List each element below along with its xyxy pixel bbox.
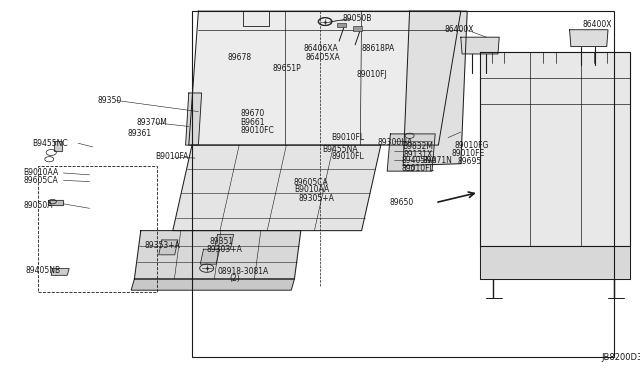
Text: 89605CA: 89605CA xyxy=(23,176,58,185)
Text: 89605CA: 89605CA xyxy=(294,178,328,187)
Text: 86406XA: 86406XA xyxy=(304,44,339,53)
Polygon shape xyxy=(189,11,461,145)
Text: 89010FC: 89010FC xyxy=(241,126,275,135)
Text: 89303+A: 89303+A xyxy=(206,245,242,254)
Text: 89010FJ: 89010FJ xyxy=(356,70,387,79)
Text: B9455NC: B9455NC xyxy=(32,139,68,148)
Text: 89350: 89350 xyxy=(97,96,122,105)
Text: 86400X: 86400X xyxy=(445,25,474,34)
Text: 89050B: 89050B xyxy=(342,14,372,23)
Polygon shape xyxy=(480,246,630,279)
Polygon shape xyxy=(403,11,467,166)
Text: 08918-3081A: 08918-3081A xyxy=(218,267,269,276)
Polygon shape xyxy=(48,200,63,205)
Text: 89351: 89351 xyxy=(210,237,234,246)
Text: 89010FE: 89010FE xyxy=(451,149,484,158)
Polygon shape xyxy=(173,145,381,231)
Text: B9010AA: B9010AA xyxy=(23,169,58,177)
Text: B9661: B9661 xyxy=(241,118,265,126)
Polygon shape xyxy=(131,279,294,290)
Text: B9010AA: B9010AA xyxy=(294,185,329,194)
Text: JB8200D3: JB8200D3 xyxy=(602,353,640,362)
Bar xyxy=(38,166,157,292)
Text: 89650: 89650 xyxy=(389,198,413,207)
Polygon shape xyxy=(570,30,608,46)
Text: 89300HA: 89300HA xyxy=(378,138,413,147)
Polygon shape xyxy=(387,134,435,171)
Text: 89651P: 89651P xyxy=(273,64,301,73)
Text: 89010FG: 89010FG xyxy=(454,141,489,150)
Text: 89370M: 89370M xyxy=(136,118,167,127)
Text: (2): (2) xyxy=(229,274,240,283)
Text: B9010FL: B9010FL xyxy=(332,133,365,142)
Text: 89131X: 89131X xyxy=(403,150,433,159)
Text: 89678: 89678 xyxy=(227,53,252,62)
Polygon shape xyxy=(159,240,178,255)
Text: 89405NA: 89405NA xyxy=(401,156,436,165)
Text: 89010FL: 89010FL xyxy=(332,153,364,161)
Text: 89071N: 89071N xyxy=(422,156,452,165)
Polygon shape xyxy=(134,231,301,279)
Polygon shape xyxy=(200,249,220,264)
Bar xyxy=(192,11,614,357)
Bar xyxy=(337,23,346,27)
Text: 89695: 89695 xyxy=(458,157,482,166)
Polygon shape xyxy=(51,269,69,275)
Polygon shape xyxy=(54,141,62,151)
Text: 89050A: 89050A xyxy=(23,201,52,210)
Text: 89670: 89670 xyxy=(241,109,265,118)
Text: 89010FL: 89010FL xyxy=(401,164,434,173)
Text: 89361: 89361 xyxy=(127,129,152,138)
Text: 86405XA: 86405XA xyxy=(305,53,340,62)
Polygon shape xyxy=(214,234,234,249)
Polygon shape xyxy=(480,52,630,246)
Text: 89353+A: 89353+A xyxy=(145,241,180,250)
Text: B9455NA: B9455NA xyxy=(322,145,358,154)
Text: 86400X: 86400X xyxy=(582,20,612,29)
Bar xyxy=(353,26,362,31)
Text: B9010FA: B9010FA xyxy=(156,153,189,161)
Text: 89405NB: 89405NB xyxy=(26,266,61,275)
Polygon shape xyxy=(186,93,202,145)
Polygon shape xyxy=(461,37,499,54)
Text: 88618PA: 88618PA xyxy=(362,44,395,53)
Text: B9832M: B9832M xyxy=(402,142,433,151)
Text: 89305+A: 89305+A xyxy=(299,194,335,203)
